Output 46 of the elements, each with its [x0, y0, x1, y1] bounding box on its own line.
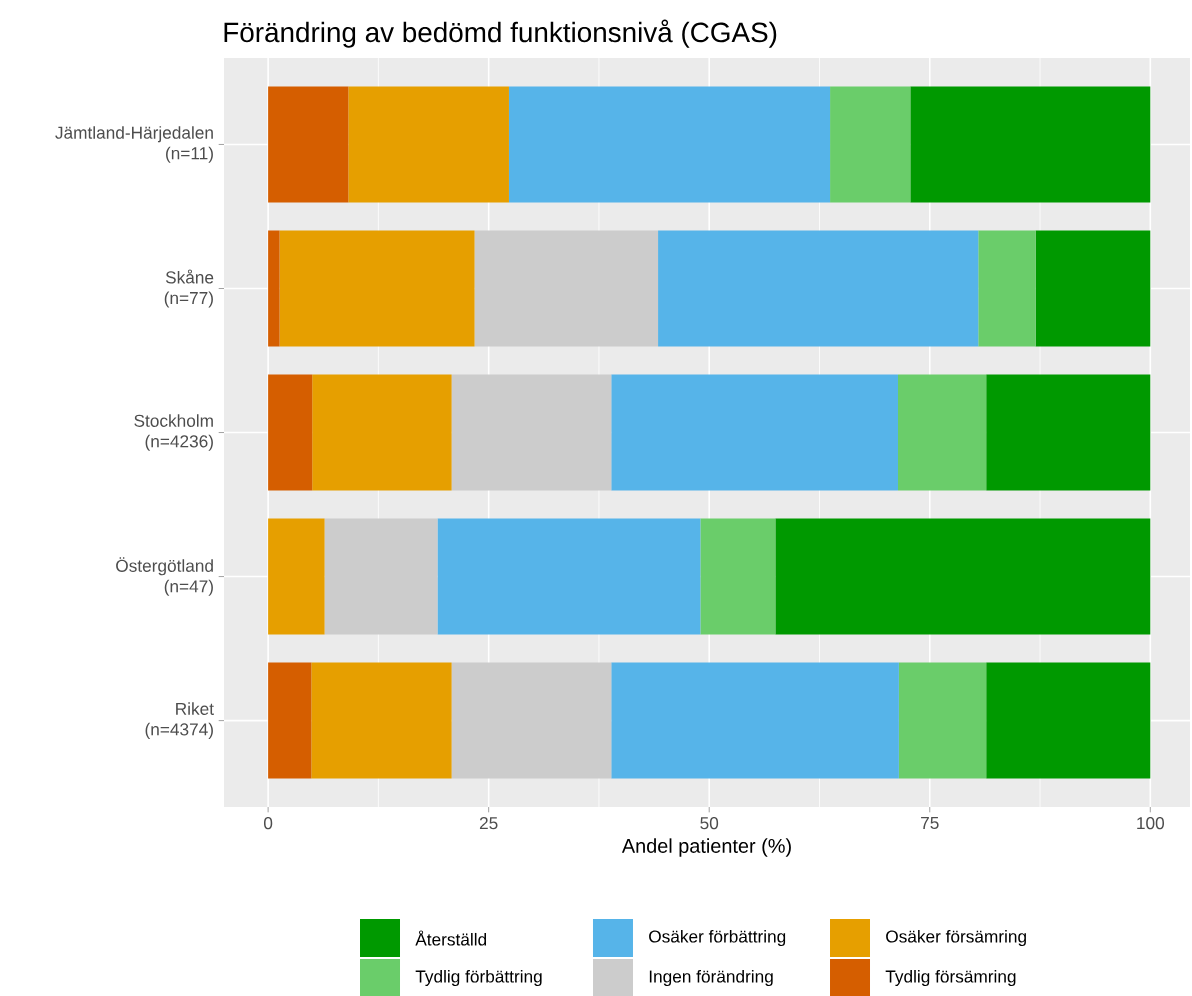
bar	[268, 518, 325, 635]
bar	[910, 86, 1151, 203]
x-tick-label: 25	[479, 817, 498, 830]
bar	[311, 662, 452, 779]
x-tick-label: 0	[263, 817, 273, 830]
legend-label: Ingen förändring	[649, 969, 773, 987]
bar	[508, 86, 831, 203]
legend-label: Osäker förbättring	[649, 929, 786, 947]
bar	[268, 86, 349, 203]
bar	[611, 374, 898, 491]
x-tick-label: 50	[700, 817, 719, 830]
x-tick-label: 100	[1137, 817, 1165, 830]
bar	[898, 374, 987, 491]
bar	[830, 86, 911, 203]
bar	[451, 374, 612, 491]
bar	[898, 662, 987, 779]
chart-title: Förändring av bedömd funktionsnivå (CGAS)	[224, 19, 777, 48]
bar	[611, 662, 899, 779]
bar	[775, 518, 1151, 635]
bar	[348, 86, 509, 203]
legend-label: Tydlig försämring	[885, 969, 1016, 987]
legend-label: Osäker försämring	[886, 929, 1026, 947]
bar	[312, 374, 452, 491]
bar	[451, 662, 612, 779]
x-axis-title: Andel patienter (%)	[621, 838, 791, 857]
y-tick-label: Skåne (n=77)	[164, 269, 214, 308]
bar	[986, 662, 1151, 779]
bar	[268, 230, 280, 347]
y-tick-label: Stockholm (n=4236)	[134, 414, 213, 451]
y-tick-label: Riket (n=4374)	[145, 702, 214, 739]
legend-label: Tydlig förbättring	[415, 969, 542, 987]
bar	[474, 230, 659, 347]
bar	[268, 662, 312, 779]
bar	[658, 230, 979, 347]
bar	[279, 230, 475, 347]
y-tick-label: Jämtland-Härjedalen (n=11)	[55, 126, 213, 163]
bar	[1035, 230, 1151, 347]
bar	[437, 518, 701, 635]
x-tick-label: 75	[921, 817, 939, 830]
bar	[978, 230, 1036, 347]
y-tick-label: Östergötland (n=47)	[116, 557, 213, 596]
bar	[268, 374, 313, 491]
legend-label: Återställd	[415, 930, 487, 946]
bar	[700, 518, 776, 635]
bar	[324, 518, 438, 635]
bar	[986, 374, 1151, 491]
